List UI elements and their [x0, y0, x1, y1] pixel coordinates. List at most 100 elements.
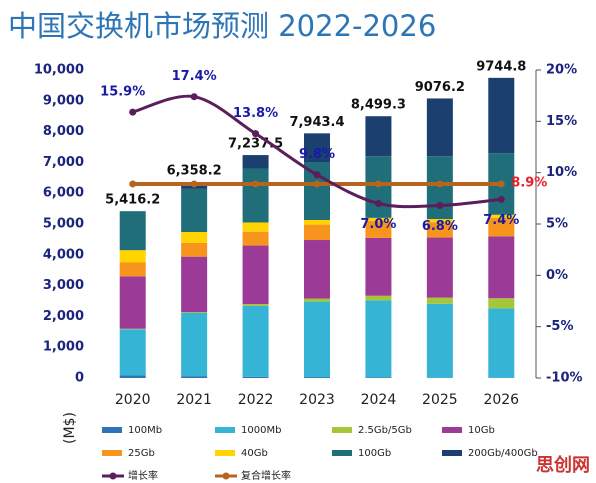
- growth-label: 6.8%: [422, 219, 458, 234]
- line-point: [190, 180, 198, 188]
- bar-segment: [242, 222, 269, 232]
- y-tick-label: 4,000: [43, 247, 84, 262]
- line-point: [497, 180, 505, 188]
- y2-tick-label: -5%: [546, 319, 573, 334]
- bar-segment: [365, 237, 392, 296]
- bar-segment: [119, 328, 146, 330]
- legend-swatch: [102, 450, 122, 456]
- bar-segment: [488, 217, 515, 237]
- legend-dot: [222, 472, 230, 480]
- legend-label: 40Gb: [241, 448, 268, 459]
- growth-label: 7.0%: [360, 217, 396, 232]
- bar-segment: [119, 276, 146, 329]
- legend-label: 2.5Gb/5Gb: [358, 425, 412, 436]
- bar-segment: [304, 224, 330, 241]
- y2-tick-label: 20%: [546, 63, 577, 78]
- total-label: 9076.2: [415, 80, 465, 95]
- bar-segment: [242, 155, 269, 169]
- bar-segment: [304, 301, 330, 378]
- legend-swatch: [332, 450, 352, 456]
- line-point: [313, 180, 321, 188]
- total-label: 8,499.3: [351, 98, 406, 113]
- watermark: 思创网: [536, 454, 590, 476]
- y-tick-label: 1,000: [43, 340, 84, 355]
- line-point: [497, 195, 505, 203]
- line-point: [129, 180, 137, 188]
- line-point: [374, 180, 382, 188]
- bar-segment: [365, 295, 392, 301]
- legend-swatch: [102, 427, 122, 433]
- bar-segment: [242, 304, 269, 306]
- bar-segment: [304, 298, 330, 302]
- legend-swatch: [215, 427, 235, 433]
- total-label: 7,943.4: [289, 115, 344, 130]
- legend-label: 100Mb: [128, 425, 162, 436]
- total-label: 6,358.2: [167, 164, 222, 179]
- bar-segment: [365, 217, 392, 221]
- y-tick-label: 3,000: [43, 278, 84, 293]
- legend-swatch: [442, 427, 462, 433]
- bar-segment: [119, 375, 146, 378]
- total-label: 9744.8: [476, 59, 526, 74]
- bar-segment: [426, 156, 453, 220]
- x-tick-label: 2023: [299, 392, 335, 408]
- bar-segment: [242, 231, 269, 246]
- y-tick-label: 7,000: [43, 155, 84, 170]
- y-tick-label: 9,000: [43, 93, 84, 108]
- bar-segment: [426, 222, 453, 238]
- bar-segment: [181, 312, 208, 314]
- legend-swatch: [215, 450, 235, 456]
- y-tick-label: 10,000: [34, 63, 84, 78]
- legend-label: 100Gb: [358, 448, 391, 459]
- line-point: [313, 171, 321, 179]
- bar-segment: [304, 240, 330, 299]
- cagr-label: 8.9%: [511, 175, 547, 190]
- y-tick-label: 8,000: [43, 124, 84, 139]
- line-point: [252, 180, 260, 188]
- bar-segment: [242, 168, 269, 223]
- legend-label: 1000Mb: [241, 425, 281, 436]
- bar-segment: [181, 256, 208, 313]
- bar-segment: [242, 245, 269, 305]
- legend-label: 200Gb/400Gb: [468, 448, 538, 459]
- y-axis-label: (M$): [62, 412, 78, 444]
- bar-segment: [181, 188, 208, 233]
- legend-label: 复合增长率: [241, 469, 291, 482]
- line-point: [190, 93, 198, 101]
- line-point: [252, 130, 260, 138]
- growth-label: 15.9%: [100, 85, 145, 100]
- bar-segment: [426, 303, 453, 378]
- y2-tick-label: -10%: [546, 371, 583, 386]
- x-tick-label: 2020: [115, 392, 151, 408]
- bar-segment: [488, 298, 515, 309]
- bar-segment: [304, 377, 330, 378]
- chart-title: 中国交换机市场预测 2022-2026: [8, 9, 436, 43]
- bar-segment: [181, 376, 208, 378]
- y2-tick-label: 10%: [546, 165, 577, 180]
- legend-label: 25Gb: [128, 448, 155, 459]
- total-label: 5,416.2: [105, 193, 160, 208]
- bar-segment: [119, 262, 146, 277]
- bar-segment: [488, 236, 515, 299]
- bar-segment: [426, 237, 453, 298]
- bar-segment: [426, 219, 453, 223]
- line-point: [436, 180, 444, 188]
- line-point: [374, 199, 382, 207]
- y2-tick-label: 5%: [546, 217, 568, 232]
- y-tick-label: 0: [75, 371, 84, 386]
- growth-label: 17.4%: [172, 69, 217, 84]
- bar-segment: [365, 300, 392, 378]
- bar-segment: [119, 211, 146, 251]
- x-tick-label: 2022: [238, 392, 274, 408]
- line-point: [436, 202, 444, 210]
- legend-label: 增长率: [128, 469, 158, 482]
- growth-label: 7.4%: [483, 213, 519, 228]
- legend-swatch: [332, 427, 352, 433]
- bar-segment: [488, 77, 515, 154]
- growth-label: 9.8%: [299, 147, 335, 162]
- x-tick-label: 2025: [422, 392, 458, 408]
- bar-segment: [426, 98, 453, 157]
- total-label: 7,237.5: [228, 137, 283, 152]
